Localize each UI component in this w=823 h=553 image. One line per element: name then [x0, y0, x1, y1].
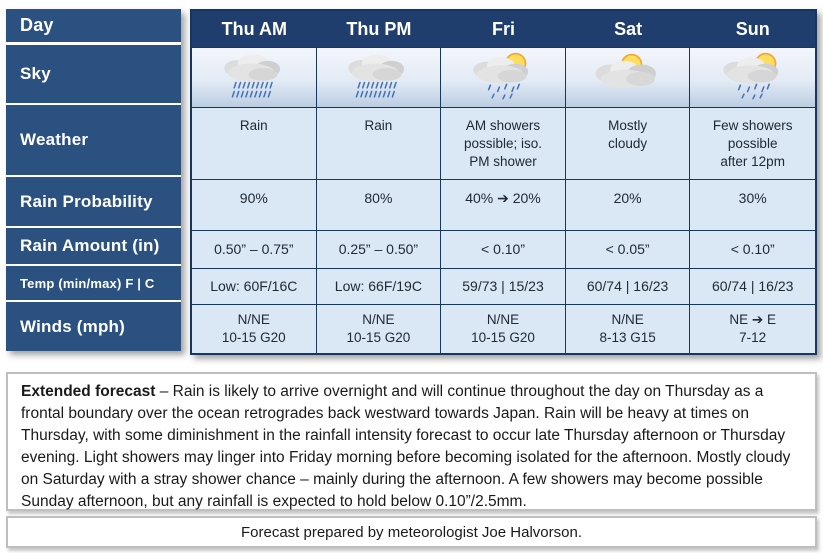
rain-probability-cell: 40% ➔ 20% [441, 179, 566, 230]
temp-cell: Low: 66F/19C [316, 268, 442, 304]
column-header-thu-pm: Thu PM [316, 11, 442, 47]
attribution-box: Forecast prepared by meteorologist Joe H… [6, 516, 817, 548]
extended-forecast-box: Extended forecast – Rain is likely to ar… [6, 372, 817, 511]
sun-cloud-rain-icon [473, 52, 529, 99]
attribution-text: Forecast prepared by meteorologist Joe H… [240, 523, 582, 541]
column-header-sun: Sun [690, 11, 815, 47]
rain-amount-cell: < 0.05” [565, 230, 691, 268]
weather-cell: Rain [192, 107, 317, 179]
temp-cell: 59/73 | 15/23 [441, 268, 566, 304]
row-label-rain-probability: Rain Probability [6, 177, 181, 228]
rain-probability-cell: 20% [565, 179, 691, 230]
sky-cell [565, 47, 691, 107]
temp-cell: Low: 60F/16C [192, 268, 317, 304]
winds-cell: N/NE 8-13 G15 [565, 304, 691, 353]
winds-cell: N/NE 10-15 G20 [316, 304, 442, 353]
row-label-day: Day [6, 9, 181, 45]
row-label-rain-amount: Rain Amount (in) [6, 228, 181, 266]
forecast-table: Thu AM Thu PM Fri Sat Sun [190, 9, 817, 355]
rain-amount-cell: 0.50” – 0.75” [192, 230, 317, 268]
rain-amount-cell: 0.25” – 0.50” [316, 230, 442, 268]
temp-cell: 60/74 | 16/23 [565, 268, 691, 304]
row-label-winds: Winds (mph) [20, 316, 125, 336]
weather-cell: AM showers possible; iso. PM shower [441, 107, 566, 179]
rain-cloud-icon [348, 54, 405, 98]
weather-cell: Rain [316, 107, 442, 179]
sky-cell [690, 47, 815, 107]
weather-cell: Mostly cloudy [565, 107, 691, 179]
column-header-thu-am: Thu AM [192, 11, 317, 47]
row-label-sky: Sky [6, 45, 181, 105]
weather-cell: Few showers possible after 12pm [690, 107, 815, 179]
column-header-sat: Sat [565, 11, 691, 47]
rain-probability-cell: 90% [192, 179, 317, 230]
row-label-column: Day Sky Weather Rain Probability Rain Am… [6, 9, 181, 351]
winds-cell: N/NE 10-15 G20 [192, 304, 317, 353]
rain-amount-cell: < 0.10” [441, 230, 566, 268]
rain-probability-cell: 30% [690, 179, 815, 230]
rain-cloud-icon [224, 54, 280, 98]
sky-cell [441, 47, 566, 107]
row-label-temp: Temp (min/max) F | C [6, 266, 181, 302]
temp-cell: 60/74 | 16/23 [690, 268, 815, 304]
row-label-weather: Weather [6, 105, 181, 177]
column-header-fri: Fri [441, 11, 566, 47]
extended-forecast-title: Extended forecast [21, 383, 156, 400]
sun-cloud-rain-icon [722, 52, 778, 99]
sun-cloud-icon [595, 53, 656, 88]
rain-probability-cell: 80% [316, 179, 442, 230]
winds-cell: NE ➔ E 7-12 [690, 304, 815, 353]
winds-cell: N/NE 10-15 G20 [441, 304, 566, 353]
extended-forecast-body: – Rain is likely to arrive overnight and… [21, 383, 791, 510]
rain-amount-cell: < 0.10” [690, 230, 815, 268]
sky-cell [316, 47, 442, 107]
sky-cell [192, 47, 317, 107]
